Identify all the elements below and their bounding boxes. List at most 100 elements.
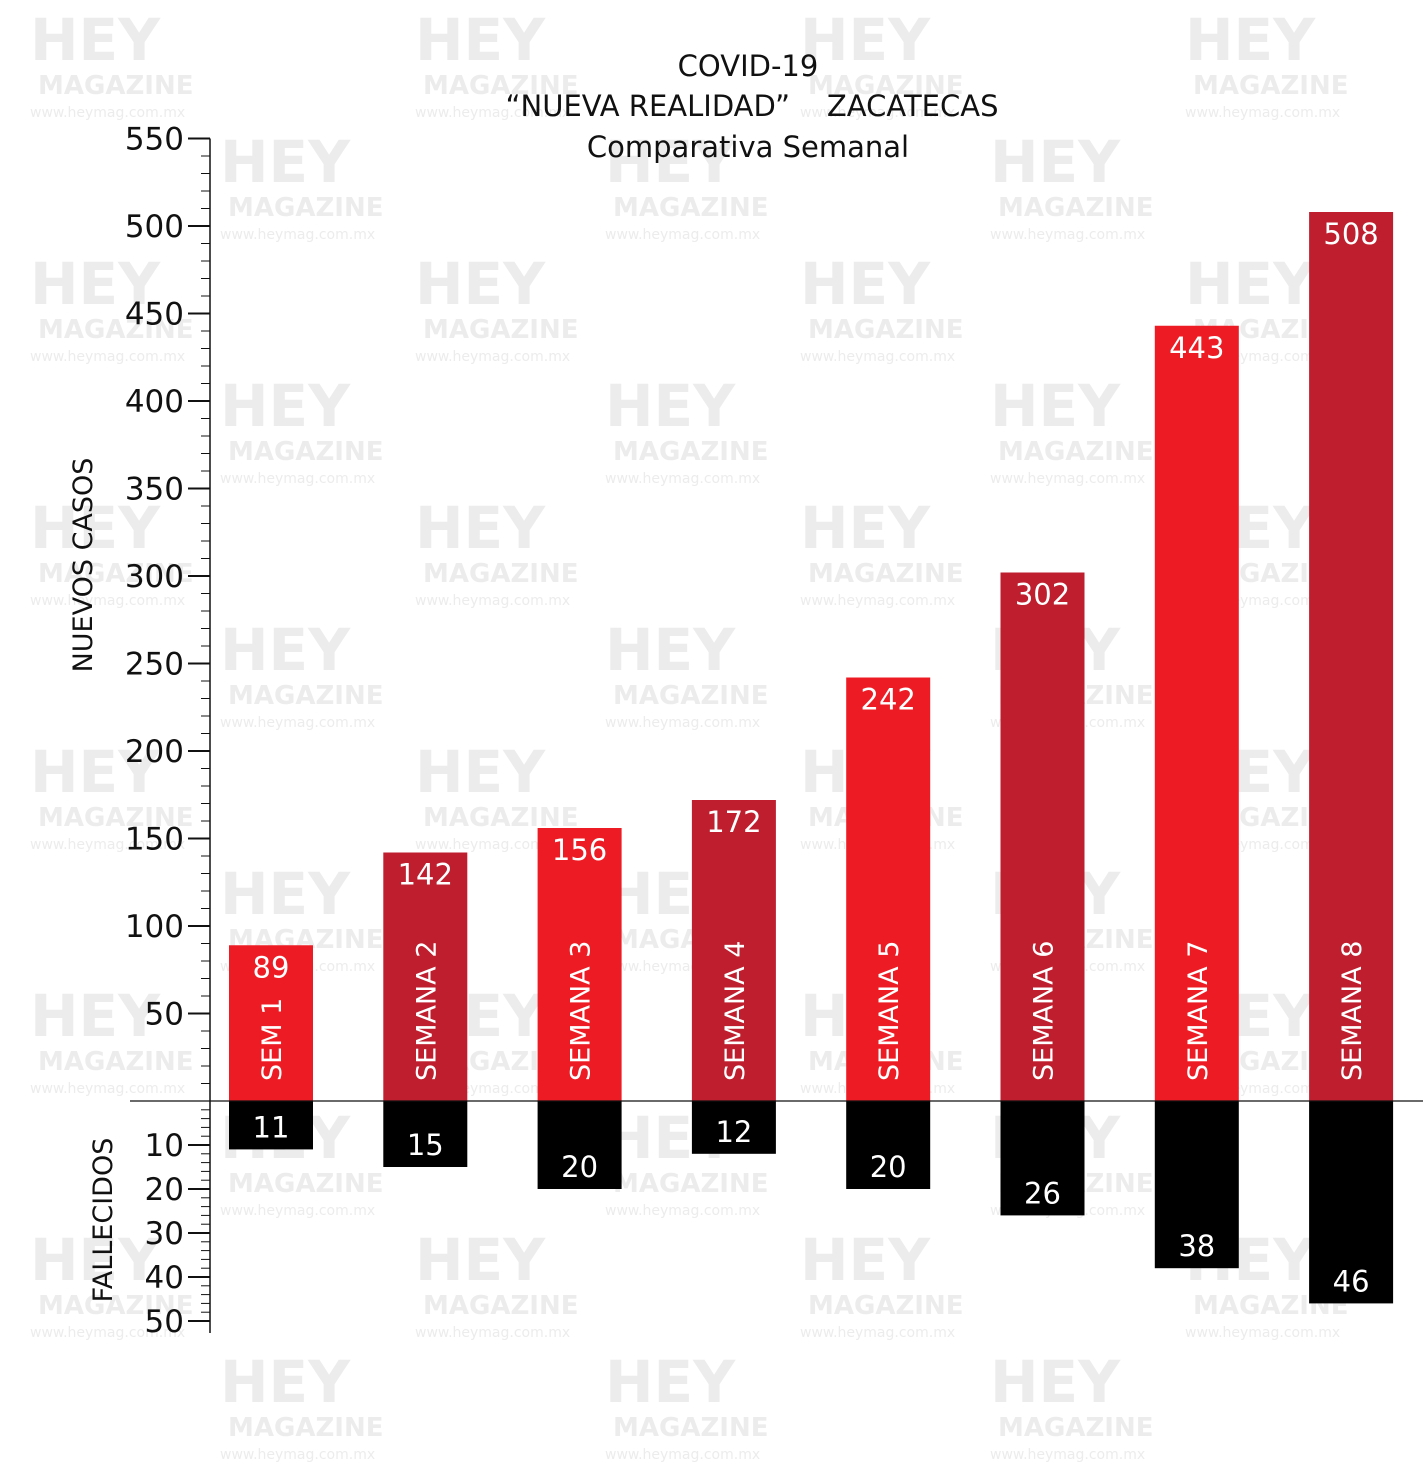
cases-value-label: 156 bbox=[552, 833, 607, 867]
watermark-url-text: www.heymag.com.mx bbox=[800, 349, 955, 365]
deaths-bar bbox=[1000, 1101, 1085, 1216]
watermark-logo-text: HEY bbox=[415, 1226, 546, 1294]
watermark-logo-text: HEY bbox=[990, 128, 1121, 196]
watermark-url-text: www.heymag.com.mx bbox=[1185, 1325, 1340, 1341]
watermark-layer: HEYMAGAZINEwww.heymag.com.mxHEYMAGAZINEw… bbox=[30, 6, 1349, 1463]
watermark-logo-text: HEY bbox=[605, 128, 736, 196]
watermark-url-text: www.heymag.com.mx bbox=[605, 471, 760, 487]
cases-value-label: 302 bbox=[1015, 578, 1070, 612]
watermark-sub-text: MAGAZINE bbox=[228, 681, 384, 711]
deaths-value-label: 12 bbox=[715, 1115, 752, 1149]
watermark-sub-text: MAGAZINE bbox=[613, 1413, 769, 1443]
watermark-sub-text: MAGAZINE bbox=[808, 315, 964, 345]
watermark-sub-text: MAGAZINE bbox=[38, 315, 194, 345]
watermark-logo-text: HEY bbox=[220, 1348, 351, 1416]
title-line-3: Comparativa Semanal bbox=[587, 130, 909, 164]
category-label: SEMANA 8 bbox=[1337, 941, 1368, 1081]
axes-layer: 50 100 150 200 250 300 350 400 450 500 550 10 20 30 40… bbox=[125, 122, 1423, 1340]
cases-bar bbox=[383, 852, 468, 1101]
watermark-url-text: www.heymag.com.mx bbox=[415, 837, 570, 853]
watermark-sub-text: MAGAZINE bbox=[423, 71, 579, 101]
watermark-logo-text: HEY bbox=[30, 494, 161, 562]
chart-title: COVID-19 “NUEVA REALIDAD” ZACATECAS Comp… bbox=[506, 49, 999, 164]
watermark-url-text: www.heymag.com.mx bbox=[415, 349, 570, 365]
tick-label-cases: 100 bbox=[125, 909, 184, 945]
category-label: SEMANA 5 bbox=[874, 941, 905, 1081]
watermark-sub-text: MAGAZINE bbox=[613, 681, 769, 711]
tick-label-cases: 300 bbox=[125, 559, 184, 595]
watermark-logo-text: HEY bbox=[220, 616, 351, 684]
watermark-logo-text: HEY bbox=[415, 494, 546, 562]
watermark-sub-text: MAGAZINE bbox=[228, 1413, 384, 1443]
watermark-logo-text: HEY bbox=[800, 494, 931, 562]
watermark-logo-text: HEY bbox=[220, 372, 351, 440]
cases-bar bbox=[229, 945, 313, 1101]
deaths-bar bbox=[537, 1101, 622, 1189]
watermark-url-text: www.heymag.com.mx bbox=[605, 1203, 760, 1219]
watermark-logo-text: HEY bbox=[800, 6, 931, 74]
deaths-bar bbox=[1309, 1101, 1394, 1304]
watermark-url-text: www.heymag.com.mx bbox=[30, 105, 185, 121]
tick-label-cases: 200 bbox=[125, 734, 184, 770]
watermark-sub-text: MAGAZINE bbox=[808, 559, 964, 589]
watermark-logo-text: HEY bbox=[30, 738, 161, 806]
deaths-bar bbox=[846, 1101, 931, 1189]
cases-bar bbox=[846, 677, 931, 1101]
category-label: SEMANA 3 bbox=[566, 941, 597, 1081]
watermark-url-text: www.heymag.com.mx bbox=[990, 227, 1145, 243]
watermark-url-text: www.heymag.com.mx bbox=[605, 1447, 760, 1463]
tick-label-cases: 500 bbox=[125, 209, 184, 245]
watermark-logo-text: HEY bbox=[30, 6, 161, 74]
watermark-logo-text: HEY bbox=[415, 6, 546, 74]
watermark-logo-text: HEY bbox=[30, 1226, 161, 1294]
watermark-sub-text: MAGAZINE bbox=[808, 71, 964, 101]
cases-value-label: 242 bbox=[861, 683, 916, 717]
cases-value-label: 89 bbox=[253, 950, 290, 984]
watermark-url-text: www.heymag.com.mx bbox=[220, 1447, 375, 1463]
cases-bar bbox=[691, 800, 776, 1101]
cases-bar bbox=[1154, 325, 1239, 1101]
watermark-sub-text: MAGAZINE bbox=[1193, 71, 1349, 101]
watermark-logo-text: HEY bbox=[990, 1348, 1121, 1416]
watermark-logo-text: HEY bbox=[605, 616, 736, 684]
category-label: SEMANA 7 bbox=[1183, 941, 1214, 1081]
watermark-sub-text: MAGAZINE bbox=[38, 1047, 194, 1077]
watermark-sub-text: MAGAZINE bbox=[38, 803, 194, 833]
watermark-url-text: www.heymag.com.mx bbox=[800, 593, 955, 609]
deaths-value-label: 20 bbox=[870, 1150, 907, 1184]
bars-layer: 89 SEM 1 11 142 SEMANA 2 15 156 SEMANA 3 20 172 SE… bbox=[229, 212, 1394, 1304]
watermark-sub-text: MAGAZINE bbox=[423, 1291, 579, 1321]
deaths-value-label: 38 bbox=[1178, 1229, 1215, 1263]
watermark-url-text: www.heymag.com.mx bbox=[990, 1447, 1145, 1463]
tick-label-deaths: 40 bbox=[145, 1260, 184, 1296]
tick-label-cases: 450 bbox=[125, 297, 184, 333]
watermark-sub-text: MAGAZINE bbox=[613, 193, 769, 223]
watermark-sub-text: MAGAZINE bbox=[228, 437, 384, 467]
tick-label-cases: 50 bbox=[145, 997, 184, 1033]
watermark-sub-text: MAGAZINE bbox=[38, 559, 194, 589]
watermark-logo-text: HEY bbox=[220, 128, 351, 196]
watermark-url-text: www.heymag.com.mx bbox=[220, 715, 375, 731]
tick-label-cases: 250 bbox=[125, 647, 184, 683]
watermark-logo-text: HEY bbox=[990, 372, 1121, 440]
watermark-sub-text: MAGAZINE bbox=[423, 559, 579, 589]
watermark-sub-text: MAGAZINE bbox=[998, 193, 1154, 223]
watermark-url-text: www.heymag.com.mx bbox=[1185, 105, 1340, 121]
